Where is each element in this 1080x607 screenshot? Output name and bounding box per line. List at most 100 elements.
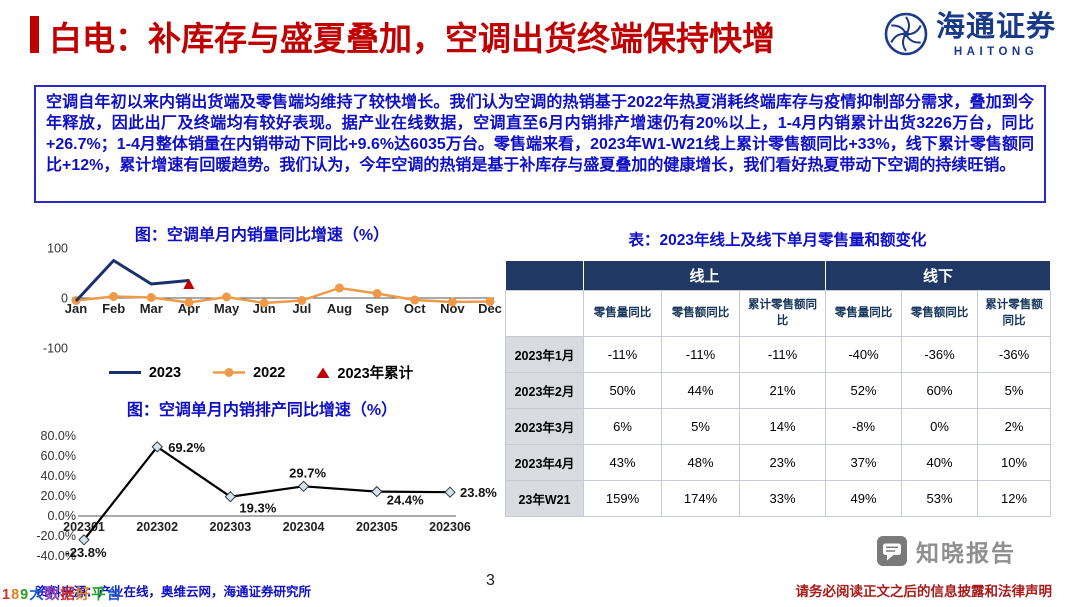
sub-header-cell: 零售额同比 [901,290,979,337]
corner-watermark: 189大数据好平台 [2,583,122,604]
svg-text:Nov: Nov [440,301,465,316]
svg-text:202306: 202306 [429,520,471,534]
svg-text:24.4%: 24.4% [387,493,424,508]
table-row: 2023年2月 50% 44% 21% 52% 60% 5% [505,372,1052,409]
sub-header-cell: 零售额同比 [661,290,740,337]
svg-text:19.3%: 19.3% [239,501,276,516]
svg-text:-23.8%: -23.8% [65,545,107,560]
haitong-logo: 海通证券 HAITONG [883,11,1056,58]
value-cell: 43% [583,444,662,481]
svg-text:60.0%: 60.0% [41,449,76,463]
monthly-sales-chart: 100 0 -100 Jan Feb Mar Apr May Jun Jul Aug Sep Oct No… [43,242,502,356]
summary-text: 空调自年初以来内销出货端及零售端均维持了较快增长。我们认为空调的热销基于2022… [46,94,1034,174]
value-cell: -36% [901,336,979,373]
svg-text:202302: 202302 [136,520,178,534]
svg-text:Dec: Dec [478,301,502,316]
sub-header-blank-cell [505,290,584,337]
table-title: 表：2023年线上及线下单月零售量和额变化 [628,232,927,249]
value-cell: -8% [825,408,903,445]
value-cell: 37% [825,444,903,481]
svg-text:-20.0%: -20.0% [36,529,76,543]
row-label-cell: 2023年1月 [505,336,584,373]
production-chart: 80.0% 60.0% 40.0% 20.0% 0.0% -20.0% -40.0% 2023… [36,429,497,563]
corner-watermark-char: 8 [11,587,21,603]
corner-watermark-char: 大 [29,587,45,603]
corner-watermark-char: 台 [106,587,123,603]
svg-text:23.8%: 23.8% [460,485,497,500]
svg-text:69.2%: 69.2% [168,440,205,455]
svg-text:202303: 202303 [210,520,252,534]
logo-text: 海通证券 HAITONG [936,11,1056,58]
svg-text:Jun: Jun [253,301,276,316]
table-corner-cell [505,260,584,291]
value-cell: 6% [583,408,662,445]
value-cell: 14% [738,408,827,445]
table-row: 23年W21 159% 174% 33% 49% 53% 12% [505,480,1052,517]
sub-header-cell: 零售量同比 [825,290,903,337]
source-note: 资料来源：产业在线，奥维云网，海通证券研究所 [36,585,312,599]
svg-text:202305: 202305 [356,520,398,534]
svg-text:Jul: Jul [292,301,311,316]
summary-box: 空调自年初以来内销出货端及零售端均维持了较快增长。我们认为空调的热销基于2022… [34,85,1046,203]
sub-header-cell: 累计零售额同比 [738,290,827,337]
svg-text:29.7%: 29.7% [289,465,326,480]
svg-text:20.0%: 20.0% [41,489,76,503]
haitong-logo-icon [884,12,928,56]
value-cell: 2% [977,408,1052,445]
value-cell: 53% [901,480,979,517]
svg-text:80.0%: 80.0% [41,429,76,443]
legend-2022-icon [213,368,246,377]
legend-2023: 2023 [107,365,181,381]
value-cell: 12% [977,480,1052,517]
value-cell: 0% [901,408,979,445]
page-title: 白电：补库存与盛夏叠加，空调出货终端保持快增 [49,20,775,57]
chat-bubble-icon [877,536,907,566]
corner-watermark-char: 据 [60,587,76,603]
value-cell: 174% [661,480,740,517]
group-header-cell: 线上 [582,260,827,291]
brand-watermark: 知晓报告 [877,534,1016,568]
legend-2023-label: 2023 [148,364,182,381]
legend-cumulative-label: 2023年累计 [337,366,414,382]
row-label-cell: 2023年3月 [505,408,584,445]
svg-text:202304: 202304 [283,520,325,534]
svg-text:May: May [214,301,240,316]
value-cell: 52% [825,372,903,409]
value-cell: -36% [977,336,1052,373]
sub-header-cell: 零售量同比 [583,290,662,337]
svg-text:Apr: Apr [178,301,200,316]
row-label-cell: 23年W21 [505,480,584,517]
svg-text:Jan: Jan [65,301,87,316]
retail-table: 线上 线下 零售量同比 零售额同比 累计零售额同比 零售量同比 零售额同比 累计零售额同比 20… [505,260,1052,517]
value-cell: -40% [825,336,903,373]
value-cell: 49% [825,480,903,517]
value-cell: 40% [901,444,979,481]
value-cell: 60% [901,372,979,409]
legend-2022-label: 2022 [253,364,286,381]
value-cell: 5% [977,372,1052,409]
title-accent-bar [30,16,39,53]
corner-watermark-char: 9 [20,587,30,603]
value-cell: 23% [738,444,827,481]
chart1-legend: 2023 2022 2023年累计 [30,362,490,383]
logo-subtitle: HAITONG [953,46,1039,59]
disclaimer: 请务必阅读正文之后的信息披露和法律声明 [795,584,1053,599]
corner-watermark-char: 1 [2,587,12,603]
logo-name: 海通证券 [935,11,1056,43]
svg-text:Aug: Aug [327,301,352,316]
legend-2023-icon [108,371,141,374]
table-row: 2023年3月 6% 5% 14% -8% 0% 2% [505,408,1052,445]
value-cell: 44% [661,372,740,409]
legend-cumulative-icon [316,367,330,378]
value-cell: 10% [977,444,1052,481]
value-cell: -11% [661,336,740,373]
value-cell: -11% [583,336,662,373]
value-cell: -11% [738,336,827,373]
page-number: 3 [486,572,495,589]
svg-text:0: 0 [61,292,68,306]
value-cell: 48% [661,444,740,481]
value-cell: 50% [583,372,662,409]
svg-text:-100: -100 [43,342,68,356]
value-cell: 21% [738,372,827,409]
